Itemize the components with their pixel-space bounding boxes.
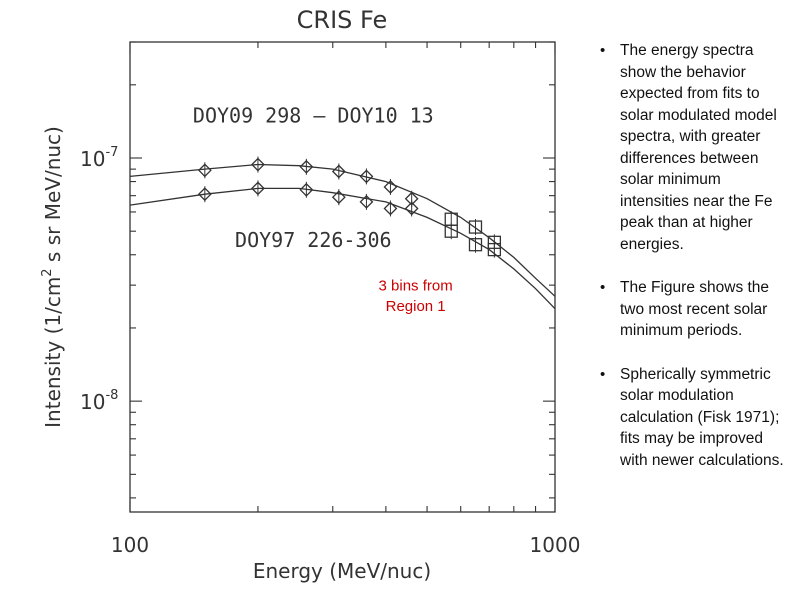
bullet-dot: • — [600, 365, 606, 383]
bullet-item: • The Figure shows the two most recent s… — [596, 277, 792, 342]
annotation-label: 3 bins from — [379, 278, 453, 295]
bullet-list: • The energy spectra show the behavior e… — [596, 40, 792, 471]
x-axis-label: Energy (MeV/nuc) — [253, 559, 431, 583]
bullet-item: • Spherically symmetric solar modulation… — [596, 364, 792, 472]
y-tick-label: 10-7 — [80, 145, 118, 171]
y-axis-label: Intensity (1/cm2 s sr MeV/nuc) — [40, 126, 65, 428]
bullet-dot: • — [600, 279, 606, 296]
bullet-text: The energy spectra show the behavior exp… — [620, 42, 777, 253]
x-tick-label: 1000 — [530, 533, 581, 557]
bullet-dot: • — [600, 42, 606, 59]
chart-title: CRIS Fe — [297, 6, 388, 34]
annotation-label: DOY97 226-306 — [235, 228, 392, 252]
annotation-label: Region 1 — [386, 298, 446, 315]
y-tick-label: 10-8 — [80, 388, 118, 414]
annotation-label: DOY09 298 – DOY10 13 — [193, 103, 434, 127]
bullet-text: Spherically symmetric solar modulation c… — [620, 365, 784, 469]
fit-curve — [129, 163, 556, 297]
plot-frame — [129, 41, 556, 513]
bullet-item: • The energy spectra show the behavior e… — [596, 40, 792, 255]
bullet-text: The Figure shows the two most recent sol… — [620, 279, 770, 339]
x-tick-label: 100 — [111, 533, 149, 557]
